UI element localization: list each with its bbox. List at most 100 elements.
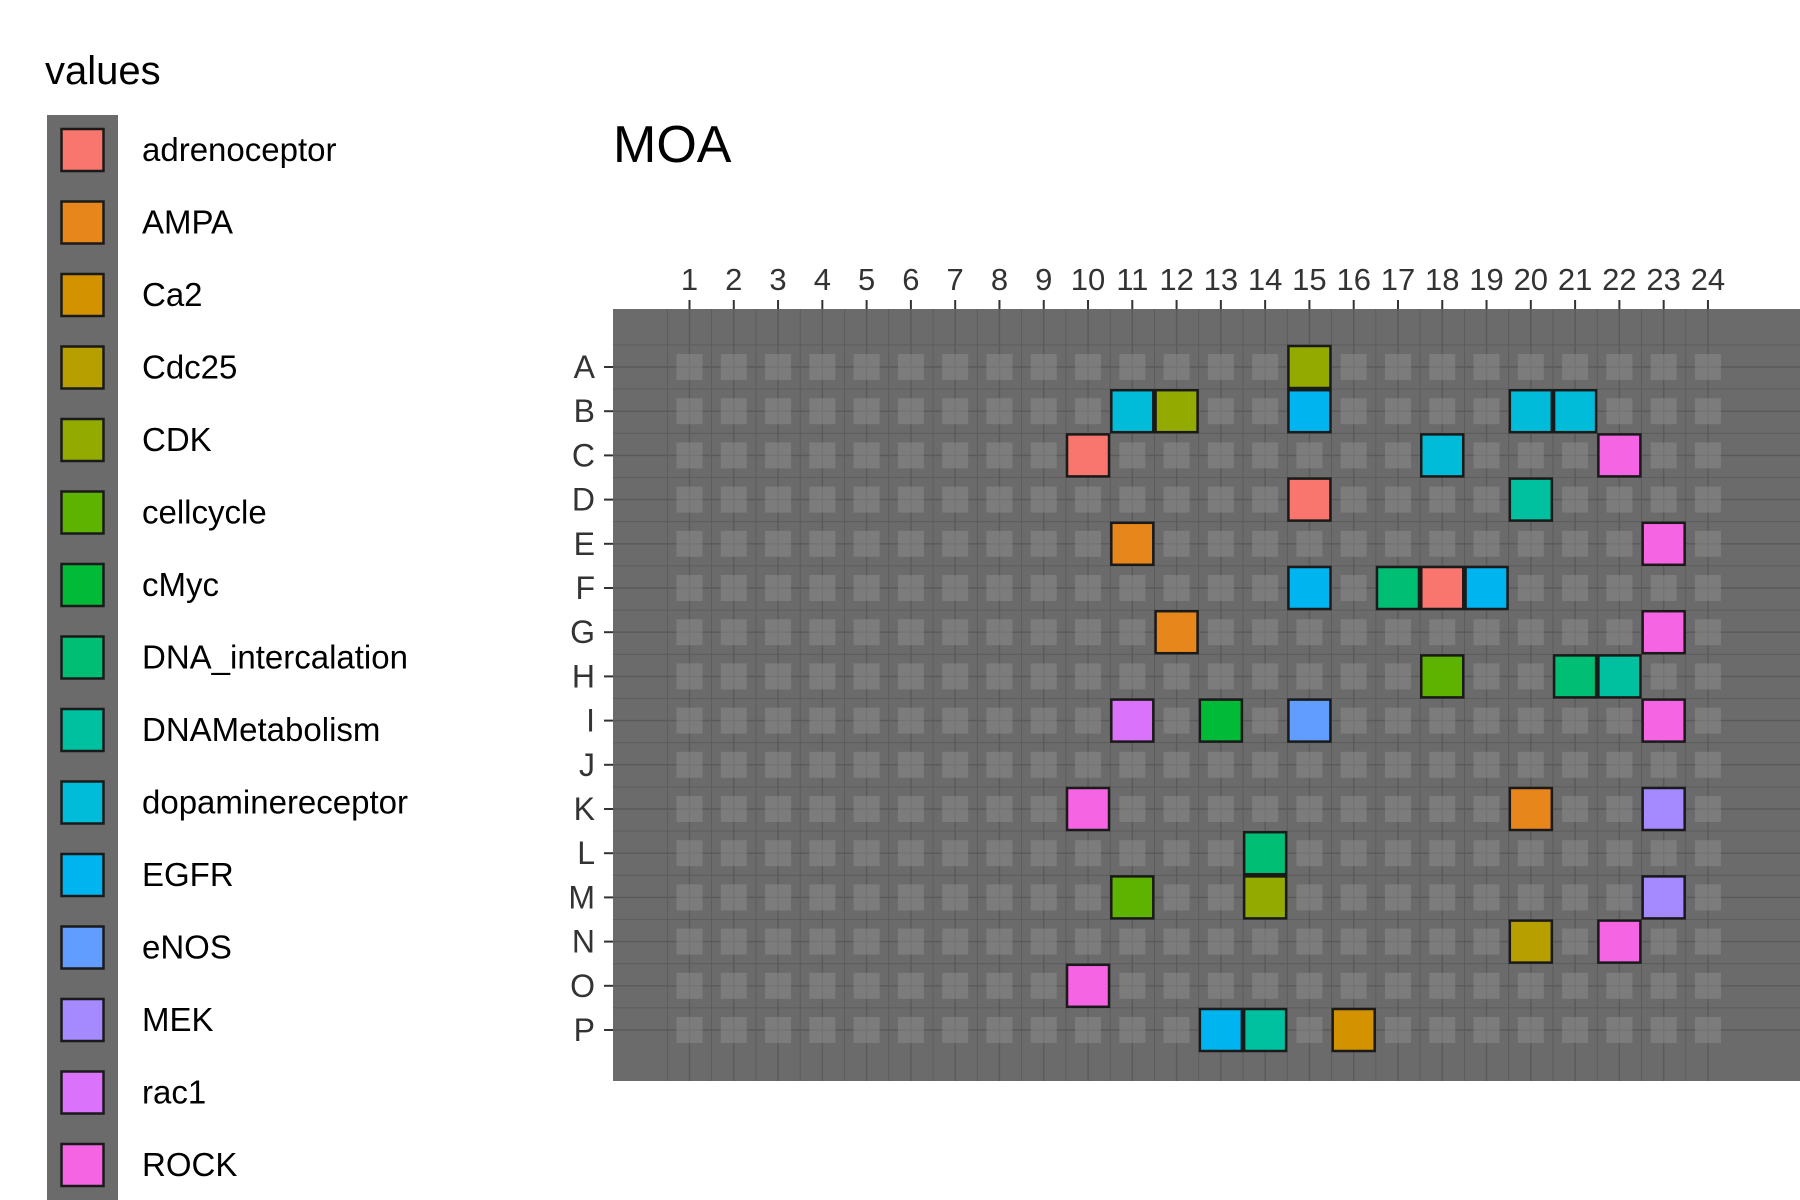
empty-well	[676, 751, 703, 778]
empty-well	[1075, 751, 1102, 778]
empty-well	[1207, 398, 1234, 425]
empty-well	[1075, 575, 1102, 601]
empty-well	[1296, 840, 1323, 867]
x-tick-label: 21	[1558, 262, 1592, 297]
empty-well	[765, 972, 792, 999]
empty-well	[1606, 486, 1633, 513]
empty-well	[1119, 663, 1146, 690]
empty-well	[1075, 619, 1102, 646]
empty-well	[1429, 1017, 1456, 1043]
empty-well	[942, 486, 969, 513]
empty-well	[1296, 751, 1323, 778]
empty-well	[720, 442, 747, 469]
y-tick-label: D	[572, 482, 595, 518]
x-tick-label: 9	[1035, 262, 1052, 297]
empty-well	[809, 619, 836, 646]
empty-well	[765, 1017, 792, 1043]
empty-well	[1429, 884, 1456, 911]
well-H22	[1597, 654, 1642, 699]
empty-well	[986, 751, 1013, 778]
empty-well	[1473, 884, 1500, 911]
empty-well	[676, 928, 703, 955]
empty-well	[1429, 486, 1456, 513]
empty-well	[1340, 707, 1367, 734]
empty-well	[1517, 663, 1544, 690]
empty-well	[1429, 354, 1456, 380]
empty-well	[1119, 442, 1146, 469]
well-H18	[1420, 654, 1465, 699]
empty-well	[1517, 707, 1544, 734]
legend-key	[60, 200, 105, 245]
empty-well	[986, 972, 1013, 999]
empty-well	[1517, 840, 1544, 867]
empty-well	[1119, 619, 1146, 646]
empty-well	[1562, 840, 1589, 867]
empty-well	[986, 619, 1013, 646]
empty-well	[1340, 884, 1367, 911]
empty-well	[897, 663, 924, 690]
empty-well	[853, 796, 880, 822]
empty-well	[1606, 398, 1633, 425]
empty-well	[809, 796, 836, 822]
empty-well	[986, 530, 1013, 557]
empty-well	[1429, 796, 1456, 822]
empty-well	[1207, 840, 1234, 867]
empty-well	[809, 751, 836, 778]
legend-label: DNAMetabolism	[142, 711, 380, 748]
x-axis: 1 2 3 4 5 6 7 8 9 10 11 12 13 14 15 16 17 18 19 20 21 22 23 24	[681, 262, 1725, 309]
empty-well	[853, 928, 880, 955]
y-tick-label: J	[579, 747, 595, 783]
empty-well	[853, 751, 880, 778]
empty-well	[1650, 575, 1677, 601]
empty-well	[765, 575, 792, 601]
x-tick-label: 23	[1646, 262, 1680, 297]
empty-well	[1163, 840, 1190, 867]
legend-label: dopaminereceptor	[142, 784, 408, 821]
empty-well	[853, 530, 880, 557]
empty-well	[765, 486, 792, 513]
well-B20	[1508, 388, 1554, 434]
empty-well	[720, 928, 747, 955]
empty-well	[720, 884, 747, 911]
empty-well	[1163, 972, 1190, 999]
empty-well	[1252, 751, 1279, 778]
empty-well	[1429, 398, 1456, 425]
legend-key	[60, 417, 105, 463]
legend-key	[60, 852, 105, 898]
empty-well	[897, 575, 924, 601]
well-L14	[1242, 830, 1288, 876]
empty-well	[1207, 442, 1234, 469]
empty-well	[676, 796, 703, 822]
legend-label: cMyc	[142, 566, 219, 603]
empty-well	[1606, 751, 1633, 778]
empty-well	[986, 796, 1013, 822]
empty-well	[1075, 1017, 1102, 1043]
legend: adrenoceptor AMPA Ca2 Cdc25 CDK cellcycle cMyc…	[60, 127, 408, 1188]
well-F19	[1464, 565, 1509, 611]
empty-well	[676, 486, 703, 513]
empty-well	[1296, 442, 1323, 469]
well-G12	[1154, 609, 1199, 655]
empty-well	[1163, 796, 1190, 822]
y-tick-label: P	[574, 1012, 595, 1048]
empty-well	[1030, 530, 1057, 557]
empty-well	[986, 928, 1013, 955]
empty-well	[1384, 398, 1411, 425]
legend-label: CDK	[142, 421, 212, 458]
empty-well	[1384, 663, 1411, 690]
empty-well	[765, 884, 792, 911]
well-F18	[1420, 565, 1465, 611]
well-E11	[1110, 521, 1155, 567]
empty-well	[1340, 972, 1367, 999]
well-I23	[1641, 698, 1686, 743]
empty-well	[1075, 928, 1102, 955]
well-O10	[1065, 963, 1111, 1009]
empty-well	[942, 619, 969, 646]
x-tick-label: 13	[1204, 262, 1238, 297]
empty-well	[1473, 663, 1500, 690]
legend-key	[60, 707, 105, 753]
empty-well	[809, 663, 836, 690]
empty-well	[1163, 575, 1190, 601]
empty-well	[720, 575, 747, 601]
empty-well	[1562, 486, 1589, 513]
